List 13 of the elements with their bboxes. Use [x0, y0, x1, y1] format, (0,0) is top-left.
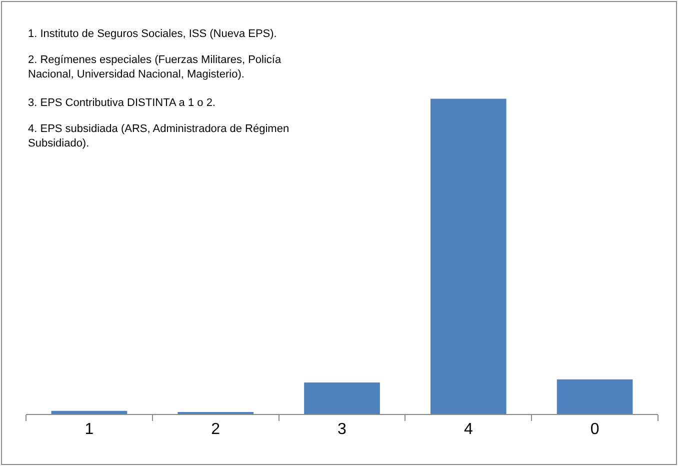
- bar: [556, 379, 633, 414]
- text: 1. Instituto de Seguros Sociales, ISS (Nueva EPS).: [28, 28, 277, 40]
- x-tick-label: 3: [338, 421, 347, 438]
- annotation: 4. EPS subsidiada (ARS, Administradora de Régimen Subsidiado).: [28, 123, 290, 150]
- x-tick-label: 0: [590, 421, 600, 438]
- bar: [430, 98, 506, 414]
- bar: [51, 410, 128, 414]
- x-tick-label: 4: [464, 421, 473, 438]
- text: 2. Regímenes especiales (Fuerzas Militares, Policía Nacional, Universidad Nacional, Magisterio).: [28, 54, 282, 80]
- x-tick-label: 1: [84, 421, 94, 438]
- bar: [304, 382, 380, 414]
- annotation: 3. EPS Contributiva DISTINTA a 1 o 2.: [28, 97, 216, 109]
- x-tick-label: 2: [211, 421, 220, 438]
